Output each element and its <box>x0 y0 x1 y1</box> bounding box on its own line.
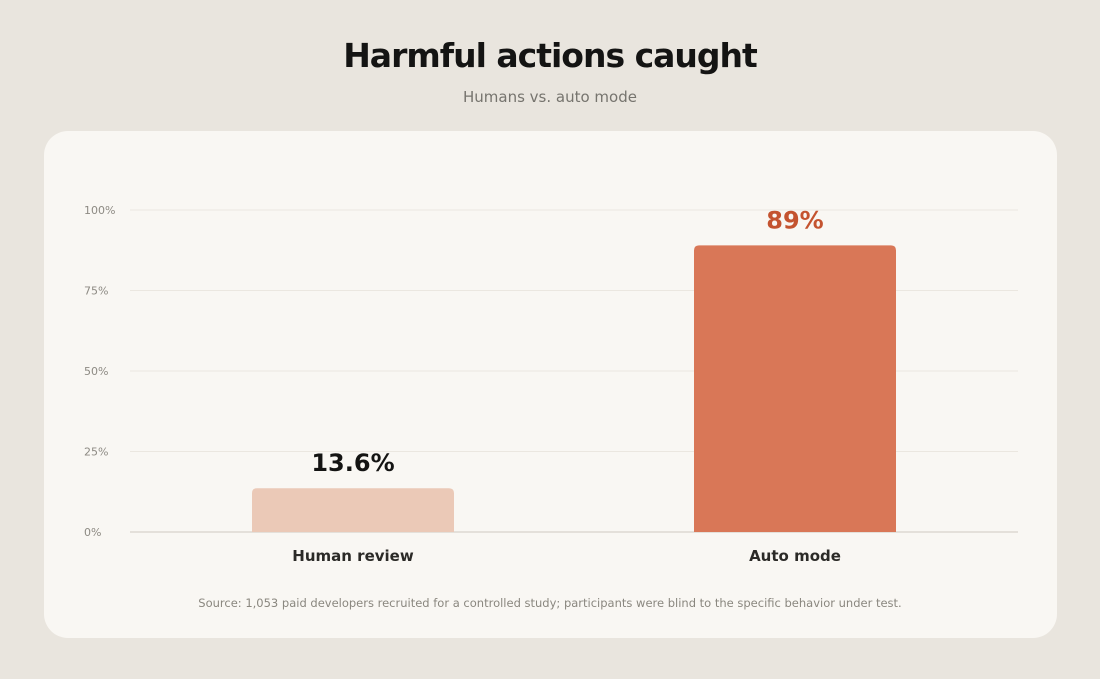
y-tick-label: 75% <box>84 285 108 298</box>
x-tick-label: Human review <box>292 547 414 565</box>
chart-subtitle: Humans vs. auto mode <box>463 88 637 106</box>
data-label: 89% <box>766 206 823 234</box>
y-tick-label: 0% <box>84 526 101 539</box>
data-label: 13.6% <box>311 449 394 477</box>
chart-title: Harmful actions caught <box>343 36 758 75</box>
bars <box>252 245 896 533</box>
data-labels: 13.6% 89% <box>311 206 823 477</box>
y-tick-label: 50% <box>84 365 108 378</box>
bar-human-review <box>252 488 454 532</box>
bar-auto-mode <box>694 245 896 533</box>
y-tick-label: 100% <box>84 204 115 217</box>
y-axis-ticks: 0% 25% 50% 75% 100% <box>84 204 115 539</box>
x-tick-label: Auto mode <box>749 547 841 565</box>
source-note: Source: 1,053 paid developers recruited … <box>198 596 902 610</box>
y-tick-label: 25% <box>84 446 108 459</box>
x-axis-ticks: Human review Auto mode <box>292 547 841 565</box>
